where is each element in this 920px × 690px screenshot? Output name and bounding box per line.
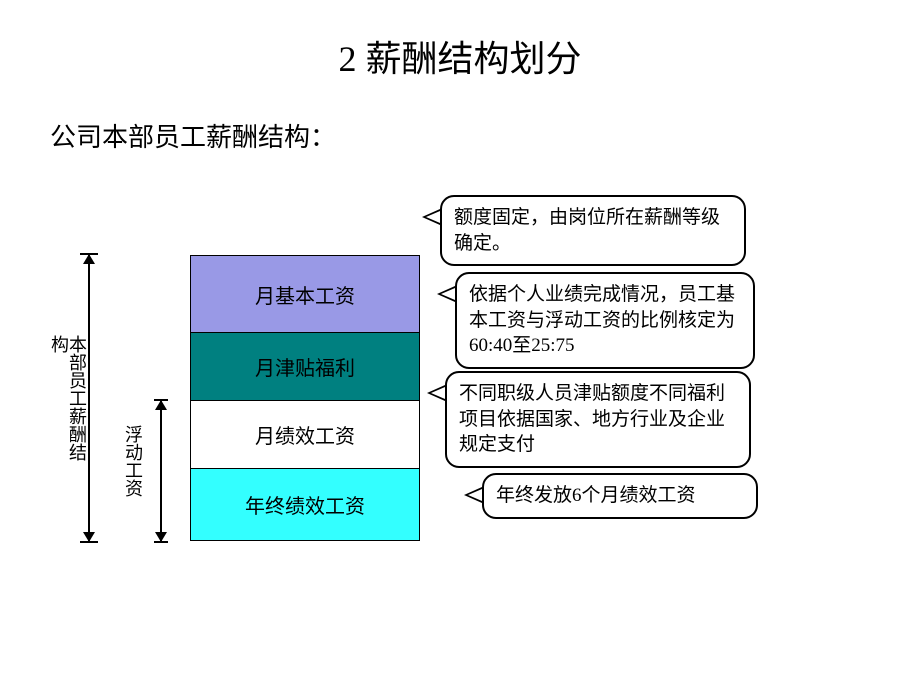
salary-box-3: 年终绩效工资 bbox=[190, 469, 420, 541]
bracket-main-label: 本部员工薪酬结构 bbox=[50, 335, 86, 475]
callout-0: 额度固定，由岗位所在薪酬等级确定。 bbox=[440, 195, 746, 266]
salary-structure-diagram: 本部员工薪酬结构 浮动工资 月基本工资月津贴福利月绩效工资年终绩效工资 额度固定… bbox=[50, 235, 870, 635]
bracket-sub-label: 浮动工资 bbox=[124, 425, 142, 525]
bracket-sub bbox=[160, 401, 162, 541]
page-title: 2 薪酬结构划分 bbox=[0, 0, 920, 82]
salary-box-2: 月绩效工资 bbox=[190, 401, 420, 469]
callout-2: 不同职级人员津贴额度不同福利项目依据国家、地方行业及企业规定支付 bbox=[445, 371, 751, 468]
page-subtitle: 公司本部员工薪酬结构： bbox=[0, 82, 920, 154]
salary-box-1: 月津贴福利 bbox=[190, 333, 420, 401]
salary-box-0: 月基本工资 bbox=[190, 255, 420, 333]
bracket-main bbox=[88, 255, 90, 541]
callout-1: 依据个人业绩完成情况，员工基本工资与浮动工资的比例核定为60:40至25:75 bbox=[455, 272, 755, 369]
callout-3: 年终发放6个月绩效工资 bbox=[482, 473, 758, 519]
salary-boxes-stack: 月基本工资月津贴福利月绩效工资年终绩效工资 bbox=[190, 255, 420, 541]
